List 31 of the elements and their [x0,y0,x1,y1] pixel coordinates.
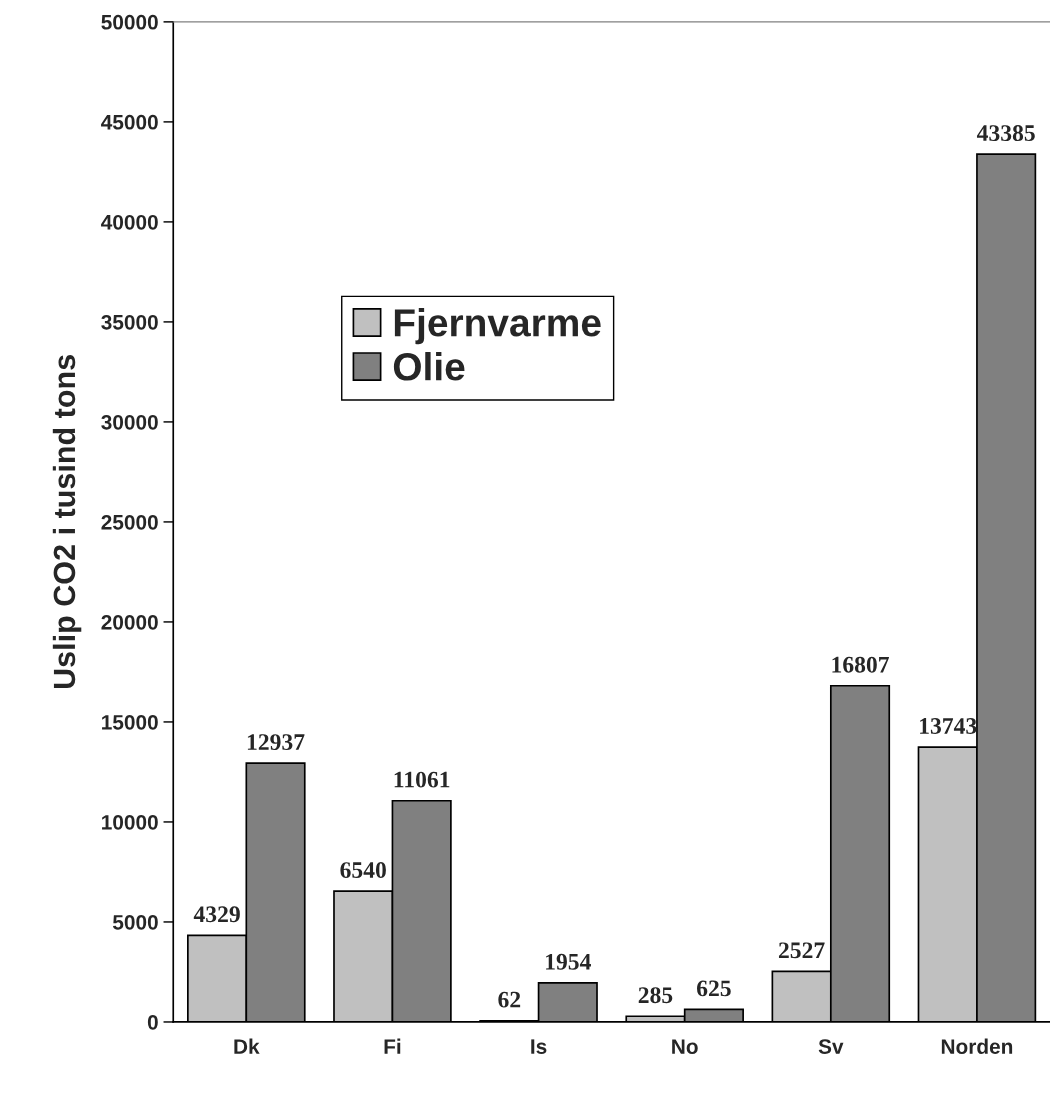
data-label: 62 [498,991,521,1008]
y-tick-label: 25000 [101,514,158,530]
legend-label: Fjernvarme [394,308,601,345]
x-tick-label: Norden [941,1038,1013,1054]
x-tick-label: Dk [234,1038,260,1054]
data-label: 285 [638,987,673,1004]
data-label: 4329 [193,906,240,923]
y-tick-label: 5000 [112,914,158,930]
y-tick-label: 30000 [101,414,158,430]
y-tick-label: 40000 [101,214,158,230]
x-tick-label: Sv [818,1039,844,1054]
y-tick-label: 35000 [101,314,158,330]
x-tick-label: Is [531,1039,547,1054]
data-label: 43385 [976,125,1035,142]
data-label: 1954 [546,953,591,970]
data-label: 625 [697,980,731,997]
x-tick-label: No [672,1039,698,1054]
legend-label: Olie [393,352,465,381]
data-label: 11061 [394,771,450,788]
data-label: 12937 [247,734,305,751]
y-tick-label: 15000 [102,714,158,730]
data-label: 6540 [340,862,386,879]
x-tick-label: Fi [384,1038,401,1054]
y-tick-label: 20000 [101,614,158,630]
data-label: 2527 [778,942,825,959]
y-axis-title: Uslip CO2 i tusind tons [52,355,82,689]
y-tick-label: 45000 [101,114,158,130]
data-label: 16807 [832,656,889,673]
y-tick-label: 0 [147,1014,158,1030]
y-tick-label: 10000 [102,814,158,830]
y-tick-label: 50000 [101,14,158,30]
